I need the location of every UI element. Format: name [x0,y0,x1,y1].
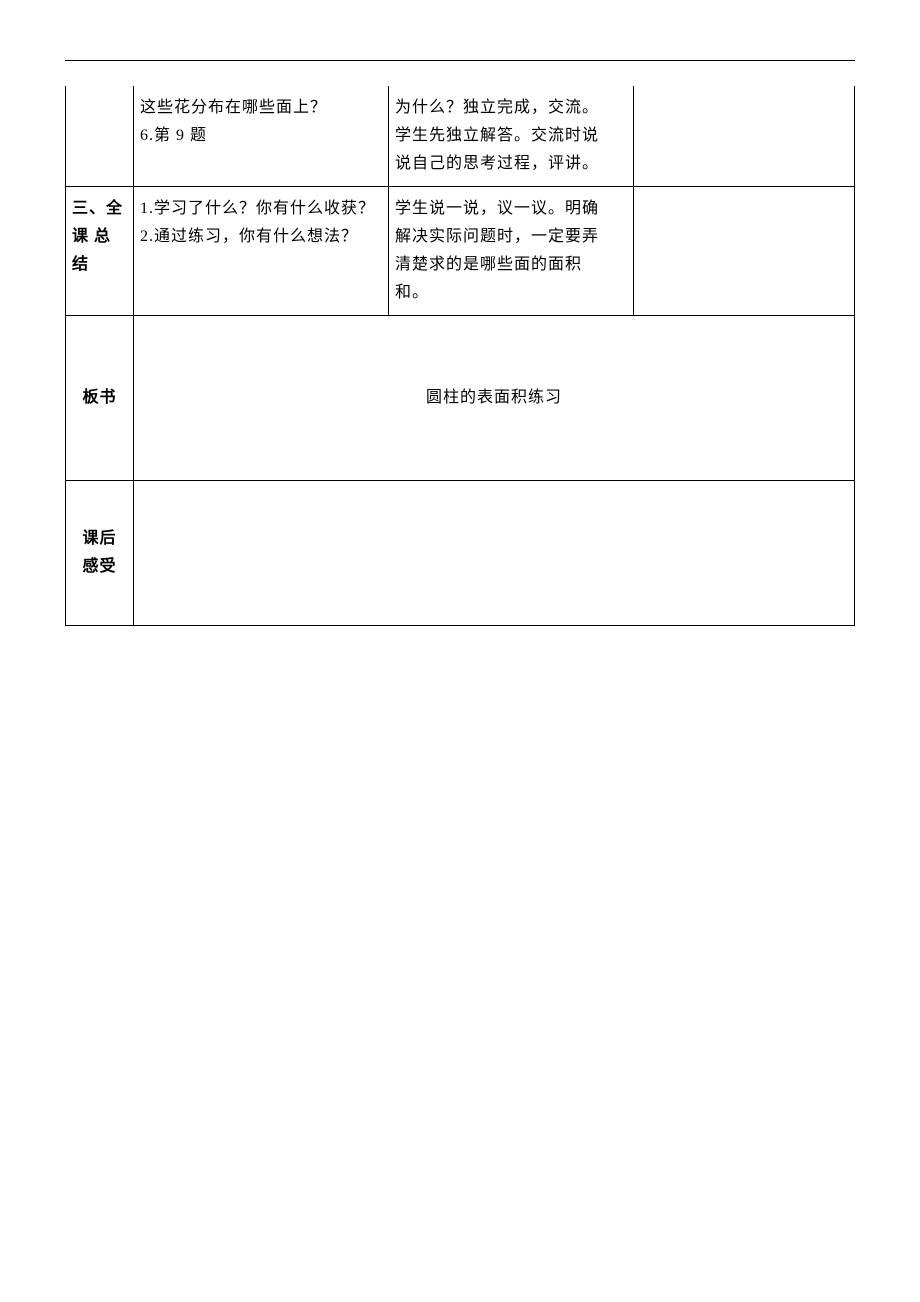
cell-text: 学生说一说，议一议。明确 [395,195,627,223]
cell-text: 清楚求的是哪些面的面积 [395,251,627,279]
table-row: 板书 圆柱的表面积练习 [66,316,855,481]
board-writing-content: 圆柱的表面积练习 [134,316,855,481]
reflection-content [134,481,855,626]
cell-text: 感受 [72,553,127,581]
cell-text: 和。 [395,279,627,307]
cell-text: 学生先独立解答。交流时说 [395,122,627,150]
cell-text: 板书 [82,389,116,406]
board-writing-label: 板书 [66,316,134,481]
cell-text: 为什么？独立完成，交流。 [395,94,627,122]
notes-cell [634,187,855,316]
teacher-activity-cell: 1.学习了什么？你有什么收获？ 2.通过练习，你有什么想法？ [134,187,389,316]
student-activity-cell: 学生说一说，议一议。明确 解决实际问题时，一定要弄 清楚求的是哪些面的面积 和。 [389,187,634,316]
cell-text: 课后 [72,525,127,553]
table-row: 课后 感受 [66,481,855,626]
cell-text: 三、全 [72,195,127,223]
cell-text: 课 总 [72,223,127,251]
cell-text: 说自己的思考过程，评讲。 [395,150,627,178]
cell-text: 6.第 9 题 [140,122,382,150]
notes-cell [634,86,855,187]
reflection-label: 课后 感受 [66,481,134,626]
cell-text: 这些花分布在哪些面上？ [140,94,382,122]
lesson-plan-table: 这些花分布在哪些面上？ 6.第 9 题 为什么？独立完成，交流。 学生先独立解答… [65,86,855,626]
cell-text: 解决实际问题时，一定要弄 [395,223,627,251]
header-divider [65,60,855,61]
teacher-activity-cell: 这些花分布在哪些面上？ 6.第 9 题 [134,86,389,187]
student-activity-cell: 为什么？独立完成，交流。 学生先独立解答。交流时说 说自己的思考过程，评讲。 [389,86,634,187]
table-row: 这些花分布在哪些面上？ 6.第 9 题 为什么？独立完成，交流。 学生先独立解答… [66,86,855,187]
cell-text: 1.学习了什么？你有什么收获？ [140,195,382,223]
cell-text: 2.通过练习，你有什么想法？ [140,223,382,251]
section-label-cell: 三、全 课 总 结 [66,187,134,316]
table-row: 三、全 课 总 结 1.学习了什么？你有什么收获？ 2.通过练习，你有什么想法？… [66,187,855,316]
section-label-cell [66,86,134,187]
cell-text: 结 [72,251,127,279]
cell-text: 圆柱的表面积练习 [426,389,562,406]
